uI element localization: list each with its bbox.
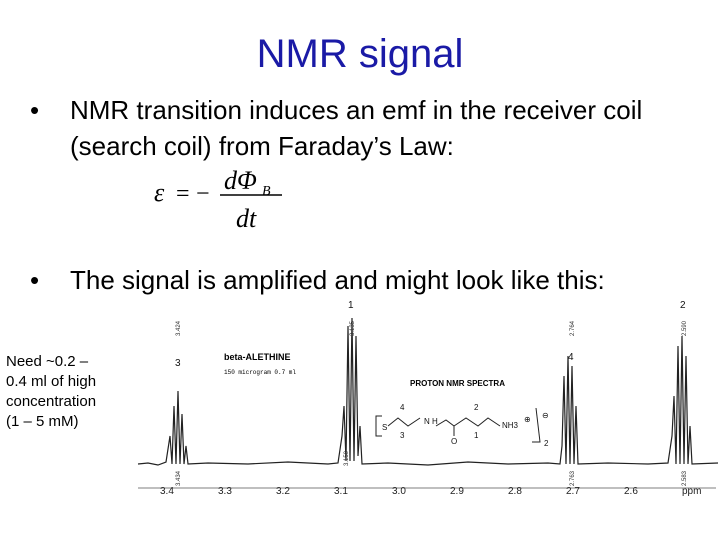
- hydrogen-atom: H: [432, 417, 438, 426]
- shift-label: 2.583: [682, 470, 688, 486]
- note-line: concentration: [6, 393, 97, 410]
- shift-label: 3.135: [350, 320, 356, 336]
- shift-label: 3.434: [176, 470, 182, 486]
- sulfur-atom: S: [382, 423, 387, 432]
- axis-tick: 3.2: [276, 486, 290, 497]
- shift-label: 3.424: [176, 320, 182, 336]
- faraday-equation: ε = − dΦ B dt: [154, 166, 282, 233]
- nmr-spectrum-image: 3.4 3.3 3.2 3.1 3.0 2.9 2.8 2.7 2.6 ppm …: [137, 300, 719, 497]
- bullet-dot: •: [30, 265, 40, 295]
- axis-tick: 2.7: [566, 486, 580, 497]
- shift-label: 2.590: [682, 320, 688, 336]
- axis-tick: 3.3: [218, 486, 232, 497]
- axis-tick: 2.9: [450, 486, 464, 497]
- dimer-subscript: 2: [544, 439, 549, 448]
- anion-symbol: ⊖: [542, 411, 549, 420]
- ammonium-group: NH3: [502, 421, 519, 430]
- group-label: 2: [474, 403, 479, 412]
- axis-tick: 2.6: [624, 486, 638, 497]
- bullet-faraday: • NMR transition induces an emf in the r…: [30, 92, 690, 202]
- bullet-text: NMR transition induces an emf in the rec…: [70, 95, 643, 161]
- minus-sign: −: [196, 181, 210, 207]
- concentration-note: 150 microgram 0.7 ml: [224, 369, 296, 376]
- equals-sign: =: [176, 181, 190, 207]
- molecule-structure: S N H O NH3 ⊕ ⊖ 2 4 3 1 2: [375, 403, 549, 448]
- sample-note: Need ~0.2 – 0.4 ml of high concentration…: [6, 352, 126, 432]
- shift-label: 2.764: [570, 320, 576, 336]
- eq-numerator: dΦ: [224, 166, 257, 195]
- spectra-heading: PROTON NMR SPECTRA: [410, 379, 505, 388]
- bullet-text: The signal is amplified and might look l…: [70, 265, 605, 295]
- bullet-signal: • The signal is amplified and might look…: [30, 262, 690, 334]
- compound-name: beta-ALETHINE: [224, 352, 291, 362]
- shift-label: 2.763: [570, 470, 576, 486]
- emf-symbol: ε: [154, 178, 165, 207]
- group-label: 3: [400, 431, 405, 440]
- peak-number: 3: [175, 358, 181, 369]
- axis-tick: 3.1: [334, 486, 348, 497]
- peak-number: 2: [680, 300, 686, 311]
- structure-bonds: [375, 407, 541, 443]
- axis-unit: ppm: [682, 486, 701, 497]
- oxygen-atom: O: [451, 437, 457, 446]
- peak-number: 4: [568, 352, 574, 363]
- group-label: 4: [400, 403, 405, 412]
- axis-tick: 3.0: [392, 486, 406, 497]
- note-line: (1 – 5 mM): [6, 413, 79, 430]
- peak-number: 1: [348, 300, 354, 311]
- note-line: 0.4 ml of high: [6, 373, 97, 390]
- bullet-dot: •: [30, 95, 40, 125]
- note-line: Need ~0.2 –: [6, 353, 89, 370]
- group-label: 1: [474, 431, 479, 440]
- eq-denominator: dt: [236, 204, 257, 233]
- plus-charge: ⊕: [524, 415, 531, 424]
- spectrum-trace: [137, 317, 719, 466]
- nitrogen-atom: N: [424, 417, 430, 426]
- eq-subscript: B: [262, 184, 271, 199]
- axis-tick: 2.8: [508, 486, 522, 497]
- axis-tick: 3.4: [160, 486, 174, 497]
- shift-label: 3.150: [344, 450, 350, 466]
- slide-title: NMR signal: [256, 32, 464, 76]
